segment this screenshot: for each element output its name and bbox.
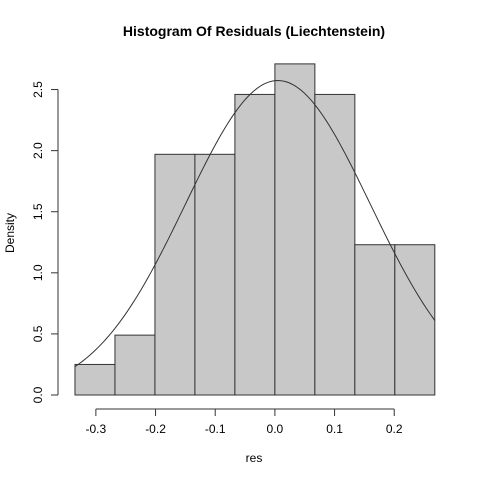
x-axis-label: res [246, 451, 263, 465]
normal-density-curve [74, 80, 436, 368]
x-tick-label: -0.1 [205, 422, 226, 436]
x-axis: -0.3 -0.2 -0.1 0.0 0.1 0.2 [86, 408, 403, 436]
y-tick-label: 1.0 [31, 264, 45, 281]
x-tick-label: 0.2 [386, 422, 403, 436]
y-axis: 0.0 0.5 1.0 1.5 2.0 2.5 [31, 81, 59, 403]
histogram-bar-7 [314, 93, 356, 396]
y-tick-label: 2.0 [31, 142, 45, 159]
histogram-bar-4 [194, 153, 236, 396]
y-axis-label: Density [3, 213, 17, 253]
histogram-bars [74, 63, 436, 396]
x-tick-label: 0.1 [326, 422, 343, 436]
histogram-bar-5 [234, 93, 276, 396]
chart-title: Histogram Of Residuals (Liechtenstein) [123, 23, 385, 39]
x-tick-label: -0.3 [86, 422, 107, 436]
y-tick-label: 2.5 [31, 81, 45, 98]
histogram-bar-2 [114, 334, 156, 396]
histogram-bar-9 [394, 244, 436, 396]
x-tick-label: 0.0 [267, 422, 284, 436]
histogram-bar-8 [354, 244, 396, 396]
histogram-bar-1 [74, 363, 116, 396]
y-tick-label: 0.5 [31, 325, 45, 342]
histogram-bar-3 [154, 153, 196, 396]
x-tick-label: -0.2 [145, 422, 166, 436]
y-tick-label: 0.0 [31, 386, 45, 403]
y-tick-label: 1.5 [31, 203, 45, 220]
histogram-bar-6 [274, 63, 316, 396]
